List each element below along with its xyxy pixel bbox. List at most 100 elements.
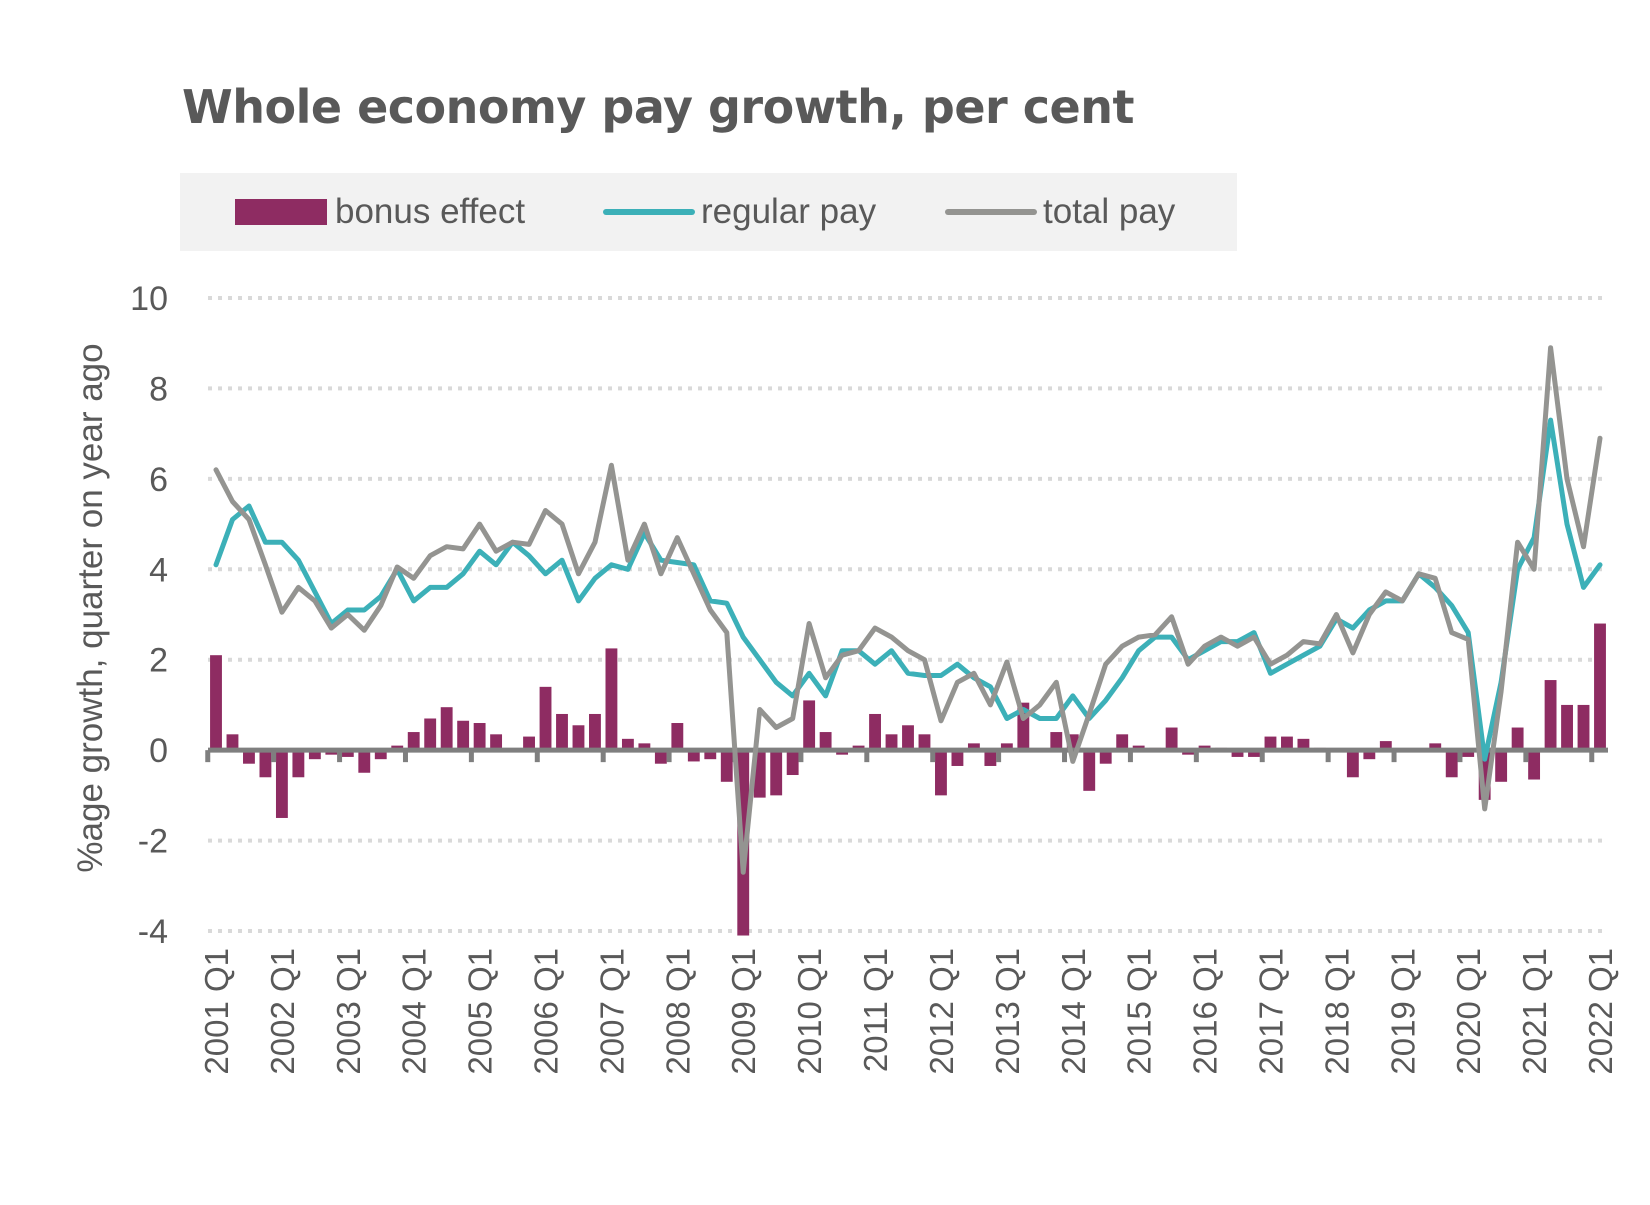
bar-bonus-effect xyxy=(951,750,964,766)
bar-bonus-effect xyxy=(1017,702,1030,751)
y-tick-label: 8 xyxy=(149,370,168,408)
bar-bonus-effect xyxy=(605,648,618,751)
bar-bonus-effect xyxy=(1083,750,1096,791)
bar-bonus-effect xyxy=(473,723,486,751)
bar-bonus-effect xyxy=(786,750,799,776)
legend: bonus effect regular pay total pay xyxy=(180,173,1237,251)
y-tick-label: -2 xyxy=(138,823,168,861)
x-tick-label: 2012 Q1 xyxy=(923,948,960,1075)
bar-bonus-effect xyxy=(407,732,420,751)
y-tick-label: 2 xyxy=(149,642,168,680)
bar-bonus-effect xyxy=(1561,704,1573,751)
x-tick-label: 2022 Q1 xyxy=(1582,948,1619,1075)
y-tick-label: 6 xyxy=(149,461,168,499)
bar-bonus-effect xyxy=(1363,750,1376,760)
legend-label-regular-pay: regular pay xyxy=(701,192,877,231)
legend-label-total-pay: total pay xyxy=(1043,192,1176,231)
legend-swatch-bonus-effect xyxy=(235,199,327,225)
bar-bonus-effect xyxy=(1346,750,1359,778)
bar-bonus-effect xyxy=(770,750,783,796)
bar-bonus-effect xyxy=(1577,704,1590,751)
bar-bonus-effect xyxy=(1066,734,1079,751)
bar-bonus-effect xyxy=(1379,741,1392,751)
x-tick-label: 2013 Q1 xyxy=(989,948,1026,1075)
bar-bonus-effect xyxy=(1528,750,1541,780)
bar-bonus-effect xyxy=(753,750,766,798)
chart-title: Whole economy pay growth, per cent xyxy=(182,80,1134,134)
line-regular-pay xyxy=(213,417,1603,762)
bar-bonus-effect xyxy=(654,750,667,764)
bar-bonus-effect xyxy=(1281,736,1293,751)
bar-bonus-effect xyxy=(1594,623,1606,751)
bar-bonus-effect xyxy=(308,750,321,760)
bar-bonus-effect xyxy=(572,725,585,751)
legend-item-bonus-effect: bonus effect xyxy=(235,173,525,251)
bar-bonus-effect xyxy=(1462,750,1475,757)
x-tick-label: 2001 Q1 xyxy=(198,948,235,1075)
x-tick-label: 2002 Q1 xyxy=(264,948,301,1075)
x-tick-label: 2005 Q1 xyxy=(462,948,499,1075)
bar-bonus-effect xyxy=(967,743,980,751)
bar-bonus-effect xyxy=(803,700,816,751)
bar-bonus-effect xyxy=(292,750,305,778)
bar-bonus-effect xyxy=(1231,750,1244,757)
bar-bonus-effect xyxy=(935,750,947,796)
bar-bonus-effect xyxy=(490,734,503,751)
bar-bonus-effect xyxy=(638,743,651,751)
bar-bonus-effect xyxy=(226,734,239,751)
x-tick-label: 2019 Q1 xyxy=(1384,948,1421,1075)
bar-bonus-effect xyxy=(1511,727,1524,751)
bar-bonus-effect xyxy=(1429,743,1442,751)
bar-bonus-effect xyxy=(440,707,453,751)
x-tick-label: 2010 Q1 xyxy=(791,948,828,1075)
bar-bonus-effect xyxy=(1165,727,1178,751)
bar-bonus-effect xyxy=(523,736,535,751)
bar-bonus-effect xyxy=(1050,732,1063,751)
bar-bonus-effect xyxy=(1264,736,1277,751)
x-tick-label: 2006 Q1 xyxy=(528,948,565,1075)
bar-bonus-effect xyxy=(275,750,288,818)
bar-bonus-effect xyxy=(885,734,898,751)
bar-bonus-effect xyxy=(210,655,222,751)
bar-bonus-effect xyxy=(1248,750,1260,757)
bar-bonus-effect xyxy=(243,750,255,764)
bar-bonus-effect xyxy=(1544,680,1557,751)
bar-bonus-effect xyxy=(1478,750,1491,800)
bar-bonus-effect xyxy=(556,713,568,751)
y-tick-label: -4 xyxy=(138,913,168,951)
bar-bonus-effect xyxy=(539,686,552,751)
bar-bonus-effect xyxy=(457,720,470,751)
legend-item-total-pay: total pay xyxy=(945,173,1175,251)
line-total-pay xyxy=(213,345,1603,875)
bar-bonus-effect xyxy=(1445,750,1458,778)
bar-bonus-effect xyxy=(1099,750,1112,764)
x-tick-label: 2007 Q1 xyxy=(593,948,630,1075)
x-tick-label: 2009 Q1 xyxy=(725,948,762,1075)
legend-item-regular-pay: regular pay xyxy=(603,173,876,251)
bar-bonus-effect xyxy=(869,713,881,751)
x-tick-label: 2003 Q1 xyxy=(330,948,367,1075)
bar-bonus-effect xyxy=(720,750,733,782)
bar-bonus-effect xyxy=(1116,734,1129,751)
bar-bonus-effect xyxy=(687,750,700,762)
x-tick-label: 2011 Q1 xyxy=(857,948,894,1072)
bar-bonus-effect xyxy=(358,750,371,773)
bar-bonus-effect xyxy=(902,725,914,751)
x-tick-label: 2017 Q1 xyxy=(1252,948,1289,1075)
y-axis-label: %age growth, quarter on year ago xyxy=(71,343,110,872)
bar-bonus-effect xyxy=(671,723,684,751)
x-tick-label: 2014 Q1 xyxy=(1055,948,1092,1075)
bar-bonus-effect xyxy=(374,750,387,760)
y-tick-label: 10 xyxy=(130,280,168,318)
bar-bonus-effect xyxy=(589,713,601,751)
x-tick-label: 2020 Q1 xyxy=(1450,948,1487,1075)
bar-bonus-effect xyxy=(259,750,272,778)
bar-bonus-effect xyxy=(984,750,997,766)
x-tick-label: 2018 Q1 xyxy=(1318,948,1355,1075)
bar-bonus-effect xyxy=(1495,750,1508,782)
x-tick-label: 2016 Q1 xyxy=(1187,948,1224,1075)
x-tick-label: 2004 Q1 xyxy=(396,948,433,1075)
bar-bonus-effect xyxy=(1297,738,1310,751)
bar-bonus-effect xyxy=(918,734,931,751)
